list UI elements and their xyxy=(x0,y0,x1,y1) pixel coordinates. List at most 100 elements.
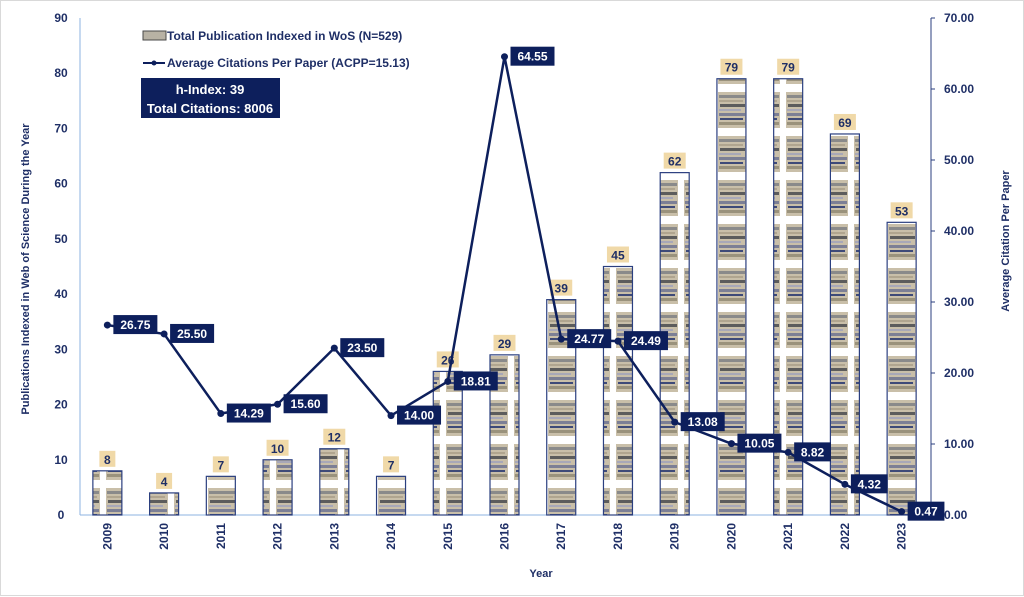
y-axis-right-title: Average Citation Per Paper xyxy=(1000,170,1012,312)
bar xyxy=(205,475,236,516)
bar-label-background xyxy=(890,202,913,219)
line-data-label: 64.55 xyxy=(517,50,547,64)
bar xyxy=(262,459,293,516)
info-box: h-Index: 39 Total Citations: 8006 xyxy=(141,78,280,118)
bar-label-background xyxy=(323,428,346,445)
bar-data-label: 62 xyxy=(668,155,682,169)
line-label-background xyxy=(226,403,271,423)
bar-label-background xyxy=(212,456,229,473)
x-tick-label: 2011 xyxy=(214,523,228,549)
line-point xyxy=(727,440,735,448)
line-point xyxy=(103,321,111,329)
x-tick-label: 2016 xyxy=(498,523,512,550)
line-data-label: 24.49 xyxy=(631,334,661,348)
legend-bar-label: Total Publication Indexed in WoS (N=529) xyxy=(167,29,402,43)
line-label-background xyxy=(794,442,831,462)
x-tick-label: 2019 xyxy=(668,523,682,550)
bar-data-label: 10 xyxy=(271,442,285,456)
left-tick-label: 40 xyxy=(54,287,68,301)
bar xyxy=(602,265,634,516)
right-tick-label: 70.00 xyxy=(944,11,974,25)
left-tick-label: 10 xyxy=(54,453,68,467)
bar-label-background xyxy=(550,279,573,296)
line-point xyxy=(444,377,452,385)
x-tick-label: 2010 xyxy=(157,523,171,550)
bar-data-label: 39 xyxy=(555,282,569,296)
line-label-background xyxy=(170,323,215,343)
x-tick-label: 2023 xyxy=(895,523,909,550)
bar-data-label: 69 xyxy=(838,116,852,130)
x-tick-label: 2018 xyxy=(611,523,625,550)
info-box-background xyxy=(141,78,280,118)
line-data-label: 14.00 xyxy=(404,409,434,423)
h-index-text: h-Index: 39 xyxy=(176,82,245,97)
line-data-label: 13.08 xyxy=(688,415,718,429)
bar-label-background xyxy=(606,246,629,263)
x-tick-label: 2021 xyxy=(781,523,795,550)
bar xyxy=(375,475,407,516)
line-data-label: 24.77 xyxy=(574,332,604,346)
right-tick-label: 60.00 xyxy=(944,82,974,96)
bar xyxy=(886,221,917,516)
x-axis-ticks: 2009 2010 2011 2012 2013 2014 2015 2016 2017 2018… xyxy=(100,523,908,550)
bar xyxy=(432,370,463,516)
line-point xyxy=(557,335,565,343)
bar-data-label: 8 xyxy=(104,453,111,467)
bar-series xyxy=(92,78,917,516)
line-data-label: 8.82 xyxy=(801,445,825,459)
legend-line-marker xyxy=(151,60,157,66)
line-label-background xyxy=(283,394,328,414)
bar-data-label: 7 xyxy=(217,458,224,472)
bar-label-background xyxy=(156,472,173,489)
x-tick-label: 2012 xyxy=(271,523,285,550)
x-tick-label: 2017 xyxy=(554,523,568,550)
bar xyxy=(149,492,180,516)
line-data-label: 15.60 xyxy=(291,397,321,411)
line-data-label: 4.32 xyxy=(858,477,882,491)
legend: Total Publication Indexed in WoS (N=529)… xyxy=(142,29,410,70)
left-tick-label: 70 xyxy=(54,121,68,135)
line-label-background xyxy=(567,329,612,349)
line-label-background xyxy=(623,331,668,351)
right-axis-ticks: 0.00 10.00 20.00 30.00 40.00 50.00 60.00 70.00 xyxy=(931,11,974,522)
line-point xyxy=(898,508,906,516)
left-tick-label: 80 xyxy=(54,66,68,80)
line-point xyxy=(671,418,679,426)
bar-label-background xyxy=(833,113,856,130)
bar-data-label: 53 xyxy=(895,204,909,218)
line-point xyxy=(330,344,338,352)
bar-label-background xyxy=(383,456,400,473)
left-tick-label: 20 xyxy=(54,398,68,412)
left-tick-label: 0 xyxy=(58,508,65,522)
bar-label-background xyxy=(663,152,686,169)
right-tick-label: 20.00 xyxy=(944,366,974,380)
line-label-background xyxy=(510,46,555,66)
line-label-background xyxy=(340,338,385,358)
line-data-label: 18.81 xyxy=(461,374,491,388)
bar-label-background xyxy=(493,334,516,351)
x-axis-title: Year xyxy=(529,568,553,580)
line-label-background xyxy=(680,412,725,432)
line-data-label: 23.50 xyxy=(347,341,377,355)
left-tick-label: 60 xyxy=(54,177,68,191)
line-data-label: 14.29 xyxy=(234,407,264,421)
line-label-background xyxy=(113,315,158,335)
bar-label-background xyxy=(266,439,289,456)
bar-label-background xyxy=(99,450,116,467)
line-point xyxy=(501,53,508,61)
line-data-label: 10.05 xyxy=(744,437,774,451)
bar-data-label: 7 xyxy=(388,458,395,472)
x-tick-label: 2009 xyxy=(100,523,114,550)
line-label-background xyxy=(850,474,888,494)
line-point xyxy=(841,480,849,488)
left-tick-label: 90 xyxy=(54,11,68,25)
y-axis-left-title: Publications Indexed in Web of Science D… xyxy=(20,123,32,415)
right-tick-label: 0.00 xyxy=(944,508,968,522)
line-point xyxy=(217,410,225,418)
bar xyxy=(319,448,350,516)
bar-data-label: 4 xyxy=(161,475,168,489)
right-tick-label: 30.00 xyxy=(944,295,974,309)
left-tick-label: 30 xyxy=(54,342,68,356)
